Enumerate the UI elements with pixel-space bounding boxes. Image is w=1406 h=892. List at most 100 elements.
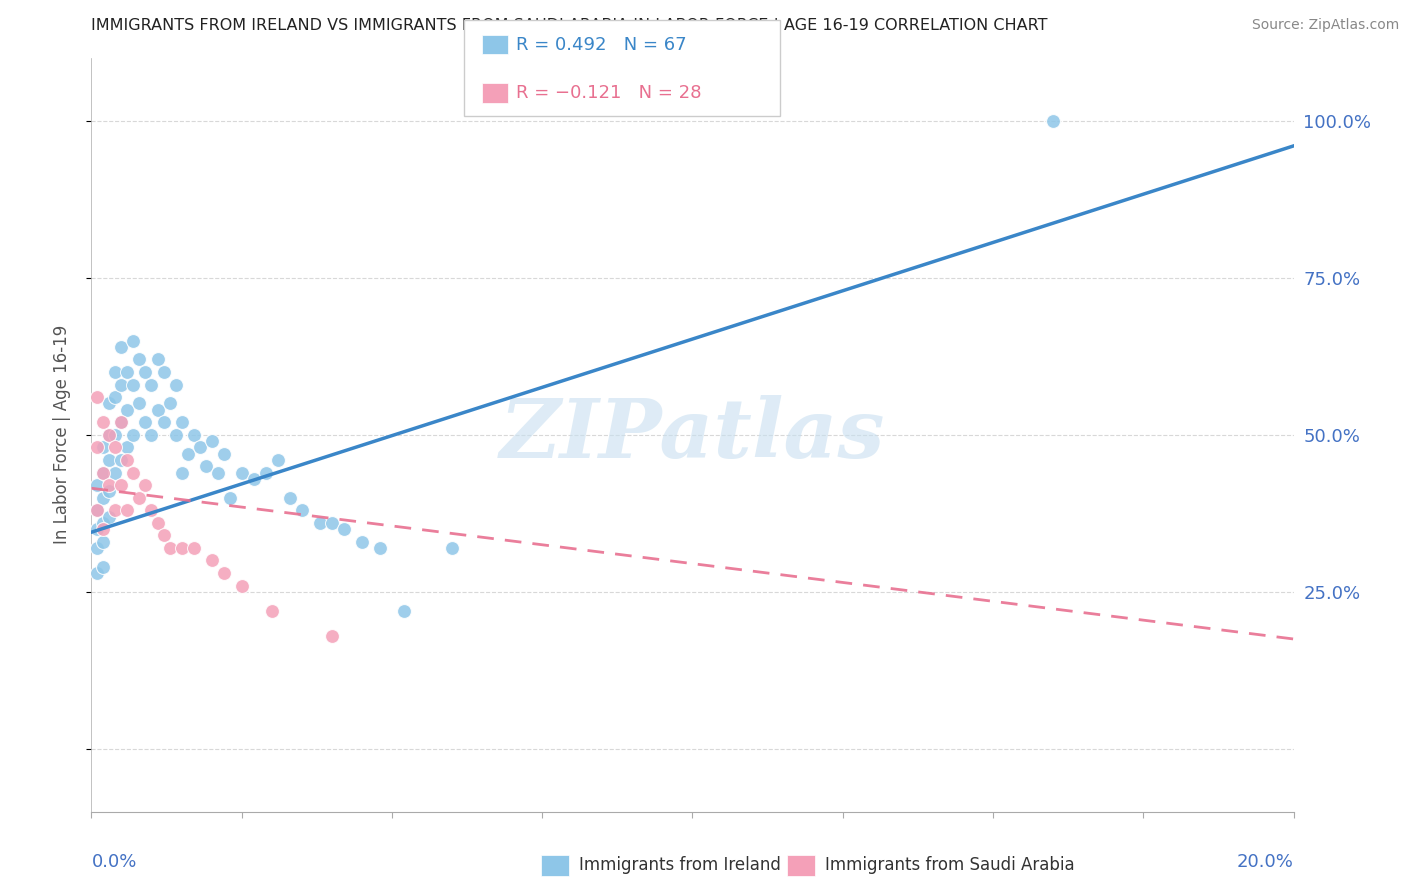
Point xyxy=(104,503,127,517)
Point xyxy=(231,578,253,592)
Point xyxy=(110,415,132,429)
Point xyxy=(104,466,127,480)
Point xyxy=(368,541,391,555)
Point xyxy=(117,365,139,379)
Point xyxy=(104,365,127,379)
Text: Immigrants from Saudi Arabia: Immigrants from Saudi Arabia xyxy=(825,856,1076,874)
Point xyxy=(183,541,205,555)
Point xyxy=(122,377,145,392)
Point xyxy=(134,478,156,492)
Point xyxy=(117,453,139,467)
Point xyxy=(128,396,150,410)
Point xyxy=(201,553,224,567)
Point xyxy=(93,522,115,536)
Text: 0.0%: 0.0% xyxy=(91,853,136,871)
Point xyxy=(110,415,132,429)
Point xyxy=(170,466,193,480)
Point xyxy=(110,377,132,392)
Point xyxy=(201,434,224,449)
Y-axis label: In Labor Force | Age 16-19: In Labor Force | Age 16-19 xyxy=(52,326,70,544)
Point xyxy=(188,441,211,455)
Point xyxy=(212,566,235,580)
Point xyxy=(194,459,217,474)
Point xyxy=(93,466,115,480)
Point xyxy=(231,466,253,480)
Point xyxy=(146,516,169,530)
Point xyxy=(104,428,127,442)
Point xyxy=(98,484,121,499)
Point xyxy=(170,541,193,555)
Point xyxy=(152,415,174,429)
Text: R = 0.492   N = 67: R = 0.492 N = 67 xyxy=(516,36,686,54)
Point xyxy=(321,629,343,643)
Text: Immigrants from Ireland: Immigrants from Ireland xyxy=(579,856,782,874)
Point xyxy=(98,478,121,492)
Point xyxy=(141,428,163,442)
Point xyxy=(278,491,301,505)
Point xyxy=(291,503,314,517)
Point xyxy=(152,365,174,379)
Point xyxy=(93,534,115,549)
Point xyxy=(93,516,115,530)
Point xyxy=(98,509,121,524)
Point xyxy=(134,365,156,379)
Point xyxy=(242,472,264,486)
Point xyxy=(98,396,121,410)
Point xyxy=(333,522,356,536)
Point xyxy=(1042,113,1064,128)
Point xyxy=(98,453,121,467)
Text: 20.0%: 20.0% xyxy=(1237,853,1294,871)
Point xyxy=(93,559,115,574)
Point xyxy=(165,377,187,392)
Point xyxy=(218,491,240,505)
Point xyxy=(321,516,343,530)
Text: IMMIGRANTS FROM IRELAND VS IMMIGRANTS FROM SAUDI ARABIA IN LABOR FORCE | AGE 16-: IMMIGRANTS FROM IRELAND VS IMMIGRANTS FR… xyxy=(91,18,1047,34)
Point xyxy=(104,390,127,404)
Point xyxy=(128,352,150,367)
Point xyxy=(117,402,139,417)
Point xyxy=(86,503,108,517)
Point xyxy=(165,428,187,442)
Point xyxy=(141,377,163,392)
Point xyxy=(146,352,169,367)
Point xyxy=(159,396,181,410)
Point xyxy=(93,491,115,505)
Point xyxy=(440,541,463,555)
Point xyxy=(86,390,108,404)
Point xyxy=(152,528,174,542)
Point xyxy=(110,340,132,354)
Point xyxy=(86,478,108,492)
Point xyxy=(86,522,108,536)
Point xyxy=(122,466,145,480)
Text: R = −0.121   N = 28: R = −0.121 N = 28 xyxy=(516,84,702,102)
Point xyxy=(141,503,163,517)
Point xyxy=(254,466,277,480)
Point xyxy=(183,428,205,442)
Point xyxy=(122,428,145,442)
Point xyxy=(117,441,139,455)
Text: ZIPatlas: ZIPatlas xyxy=(499,395,886,475)
Point xyxy=(110,478,132,492)
Point xyxy=(134,415,156,429)
Point xyxy=(117,503,139,517)
Point xyxy=(308,516,330,530)
Point xyxy=(98,428,121,442)
Point xyxy=(110,453,132,467)
Point xyxy=(93,441,115,455)
Point xyxy=(146,402,169,417)
Point xyxy=(104,441,127,455)
Point xyxy=(93,415,115,429)
Point xyxy=(176,447,198,461)
Point xyxy=(350,534,373,549)
Point xyxy=(212,447,235,461)
Point xyxy=(86,441,108,455)
Point xyxy=(93,466,115,480)
Point xyxy=(267,453,290,467)
Point xyxy=(98,428,121,442)
Point xyxy=(128,491,150,505)
Point xyxy=(170,415,193,429)
Point xyxy=(122,334,145,348)
Point xyxy=(392,604,415,618)
Point xyxy=(86,541,108,555)
Point xyxy=(86,566,108,580)
